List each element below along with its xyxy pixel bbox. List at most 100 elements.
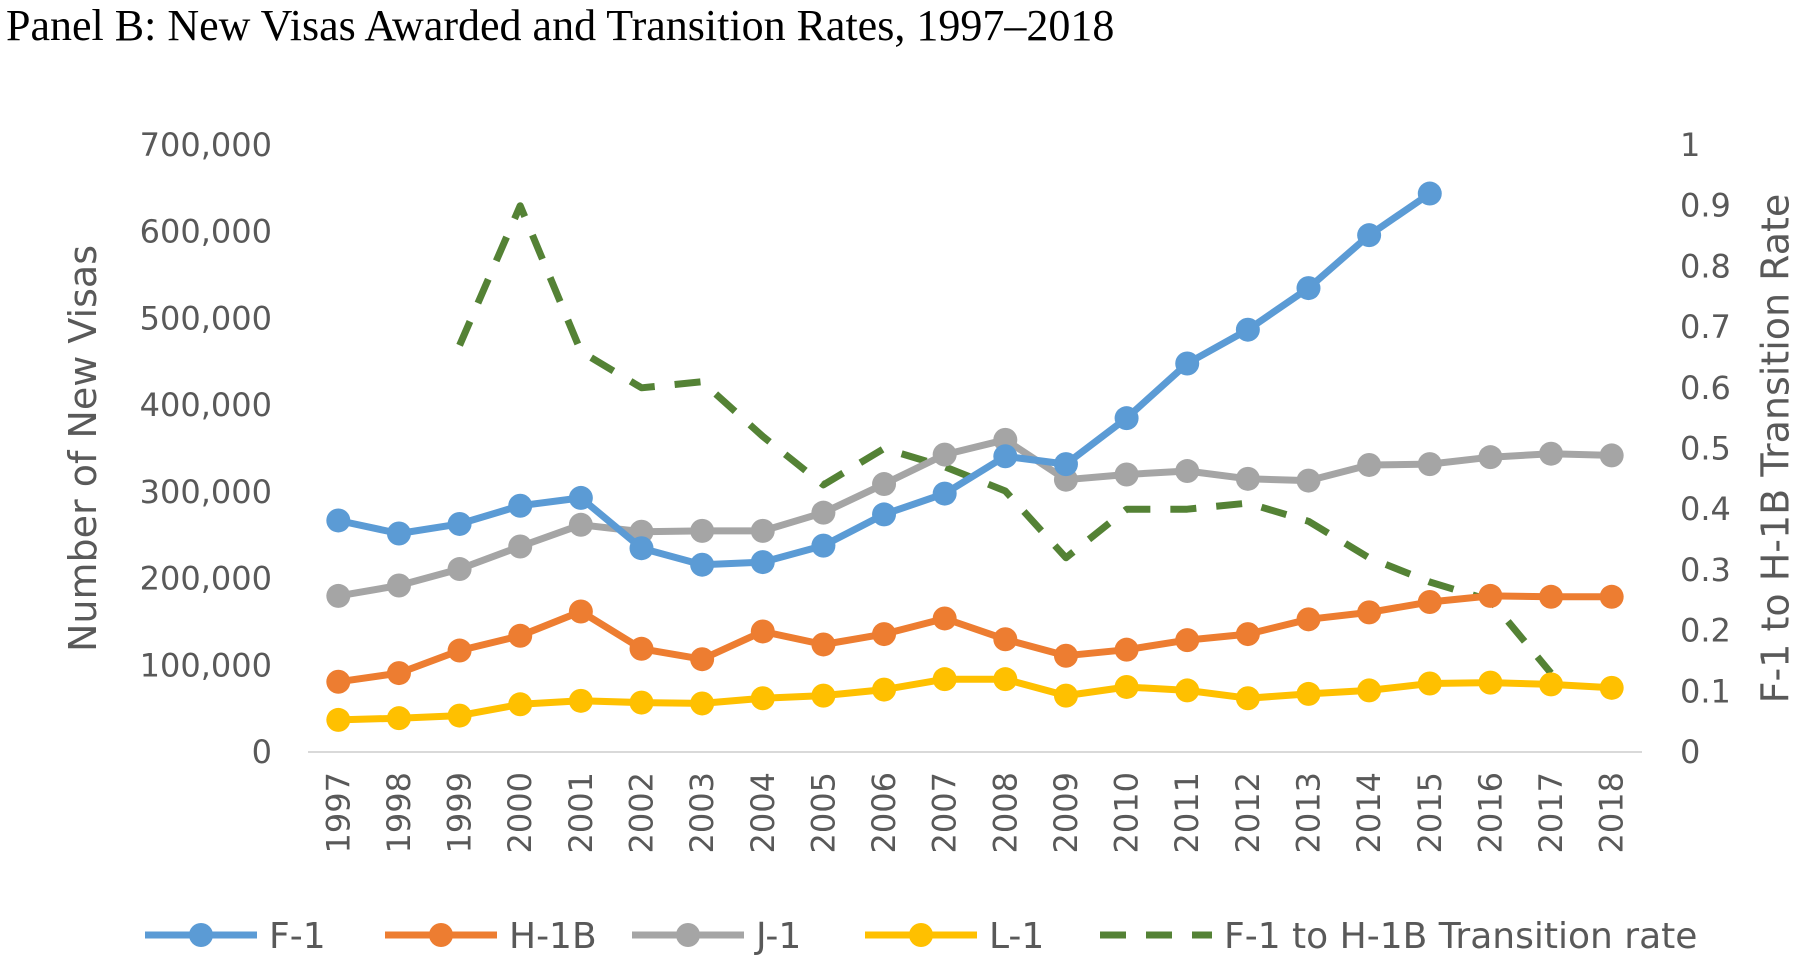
series-j-1 [326,427,1624,608]
data-point [690,518,715,543]
series-line [334,592,1616,686]
y2-tick-label: 0.9 [1680,187,1731,225]
y-tick-label: 200,000 [140,560,272,598]
series-line [334,675,1616,724]
x-tick-label: 2018 [1593,772,1631,853]
x-tick-label: 2008 [986,772,1024,853]
series-line [456,202,1554,676]
data-point [1235,622,1260,647]
y2-tick-label: 0.5 [1680,430,1731,468]
data-point [1114,462,1139,487]
data-point [1357,600,1382,625]
x-tick-label: 2015 [1411,772,1449,853]
data-point [386,661,411,686]
y-tick-label: 100,000 [140,646,272,684]
x-tick-label: 2012 [1229,772,1267,853]
data-point [872,677,897,702]
data-point [1539,672,1564,697]
data-point [1235,686,1260,711]
legend-marker [676,923,700,947]
data-point [629,690,654,715]
data-point [993,667,1018,692]
y-tick-label: 600,000 [140,213,272,251]
x-tick-label: 2003 [683,772,721,853]
y-tick-label: 300,000 [140,473,272,511]
y-tick-label: 400,000 [140,386,272,424]
data-point [993,444,1018,469]
data-point [1478,445,1503,470]
legend-item: H-1B [385,916,597,956]
data-point [1296,468,1321,493]
data-point [1114,637,1139,662]
data-point [1478,670,1503,695]
data-point [629,636,654,661]
data-point [1053,643,1078,668]
data-point [1114,406,1139,431]
data-point [872,622,897,647]
data-point [811,683,836,708]
data-point [508,623,533,648]
data-point [326,707,351,732]
legend-label: H-1B [509,916,597,956]
data-point [1296,607,1321,632]
data-point [1175,628,1200,653]
x-tick-label: 2011 [1168,772,1206,853]
data-point [447,557,472,582]
data-point [1599,443,1624,468]
data-point [1175,678,1200,703]
data-point [690,691,715,716]
data-point [932,606,957,631]
axes: 0 100,000 200,000 300,000 400,000 500,000 600,… [140,126,1731,853]
data-point [993,427,1018,452]
data-point [326,508,351,533]
data-point [932,667,957,692]
legend-item: F-1 to H-1B Transition rate [1100,916,1697,956]
x-tick-label: 2007 [926,772,964,853]
data-point [811,500,836,525]
legend-marker [189,923,213,947]
data-point [750,686,775,711]
y2-tick-label: 0.1 [1680,672,1731,710]
series-line [334,436,1616,600]
data-point [447,703,472,728]
series-h-1b [326,583,1624,694]
x-tick-label: 2002 [623,772,661,853]
x-tick-label: 2014 [1350,772,1388,853]
data-point [1296,276,1321,301]
y2-axis-label: F-1 to H-1B Transition Rate [1754,194,1798,704]
x-tick-label: 1998 [380,772,418,853]
data-point [1175,459,1200,484]
y-tick-label: 0 [252,733,272,771]
data-point [872,502,897,527]
data-point [1478,583,1503,608]
x-tick-label: 2005 [804,772,842,853]
data-point [750,518,775,543]
y2-tick-label: 0.2 [1680,612,1731,650]
x-tick-label: 2004 [744,772,782,853]
data-point [1114,674,1139,699]
data-point [1599,675,1624,700]
legend-label: J-1 [754,916,801,956]
data-point [1539,441,1564,466]
data-point [932,481,957,506]
y2-tick-label: 0.8 [1680,247,1731,285]
data-point [508,534,533,559]
data-point [1417,452,1442,477]
data-point [1539,584,1564,609]
y2-tick-label: 0.4 [1680,490,1731,528]
x-tick-label: 1999 [441,772,479,853]
y-tick-label: 500,000 [140,299,272,337]
data-point [1357,678,1382,703]
series-l-1 [326,667,1624,732]
data-point [508,493,533,518]
data-point [447,638,472,663]
legend-label: F-1 [269,916,326,956]
x-tick-label: 2016 [1471,772,1509,853]
data-point [568,485,593,510]
y-tick-label: 700,000 [140,126,272,164]
data-point [1357,223,1382,248]
data-point [1599,584,1624,609]
legend-item: J-1 [632,916,801,956]
y2-tick-label: 1 [1680,126,1700,164]
